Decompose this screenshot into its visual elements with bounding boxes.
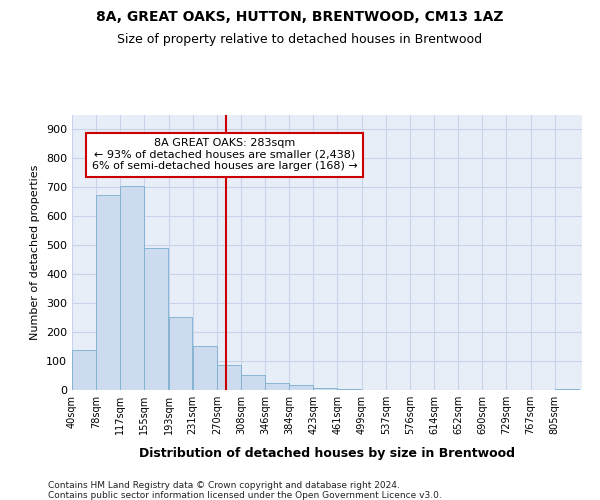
Bar (337, 388, 361, 390)
Bar (120, 186, 144, 390)
Bar (265, 383, 289, 390)
Text: Contains public sector information licensed under the Open Government Licence v3: Contains public sector information licen… (48, 491, 442, 500)
Bar (241, 374, 265, 390)
Bar (289, 385, 313, 390)
Bar (96, 194, 120, 390)
Text: Distribution of detached houses by size in Brentwood: Distribution of detached houses by size … (139, 448, 515, 460)
Text: 8A GREAT OAKS: 283sqm
← 93% of detached houses are smaller (2,438)
6% of semi-de: 8A GREAT OAKS: 283sqm ← 93% of detached … (92, 138, 358, 172)
Bar (554, 389, 578, 390)
Bar (193, 346, 217, 390)
Text: Contains HM Land Registry data © Crown copyright and database right 2024.: Contains HM Land Registry data © Crown c… (48, 481, 400, 490)
Bar (169, 318, 193, 390)
Bar (313, 388, 337, 390)
Bar (217, 366, 241, 390)
Y-axis label: Number of detached properties: Number of detached properties (31, 165, 40, 340)
Text: 8A, GREAT OAKS, HUTTON, BRENTWOOD, CM13 1AZ: 8A, GREAT OAKS, HUTTON, BRENTWOOD, CM13 … (96, 10, 504, 24)
Text: Size of property relative to detached houses in Brentwood: Size of property relative to detached ho… (118, 32, 482, 46)
Bar (72, 350, 96, 390)
Bar (145, 248, 169, 390)
